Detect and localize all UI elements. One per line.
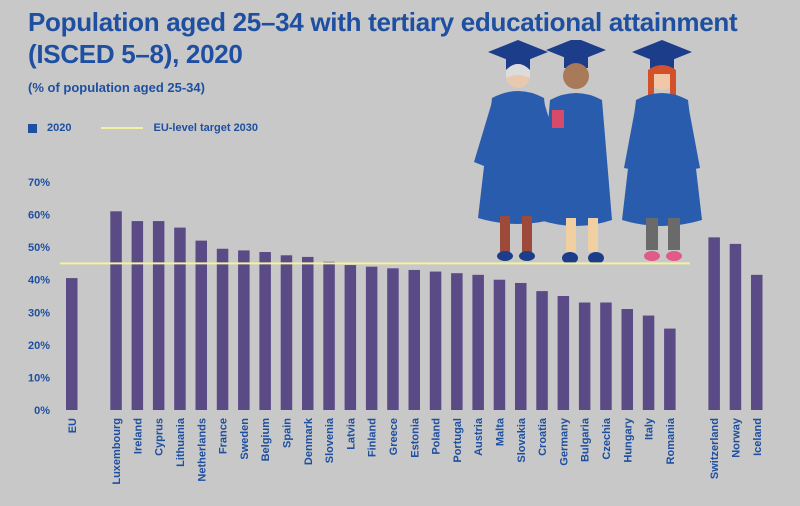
bar-ireland (131, 221, 144, 410)
y-tick-label: 30% (28, 307, 50, 319)
legend-label-2020: 2020 (47, 122, 72, 134)
legend-swatch-2020 (28, 123, 37, 133)
bar-spain (280, 255, 293, 410)
x-tick-label: Belgium (260, 418, 272, 462)
bar-sweden (238, 250, 250, 410)
x-tick-label: Netherlands (196, 418, 208, 482)
bar-poland (429, 271, 442, 410)
bar-croatia (536, 291, 548, 410)
y-tick-label: 20% (28, 340, 50, 352)
x-tick-label: Bulgaria (580, 417, 592, 462)
bar-belgium (259, 252, 271, 410)
bar-italy (642, 315, 655, 410)
x-tick-label: Slovenia (324, 417, 336, 463)
x-tick-label: Malta (494, 417, 506, 446)
x-tick-label: Croatia (537, 417, 549, 456)
bar-switzerland (708, 237, 720, 410)
bar-greece (387, 268, 399, 410)
y-tick-label: 50% (28, 242, 50, 254)
y-tick-label: 10% (28, 372, 50, 384)
graduates-illustration-icon (474, 40, 702, 264)
bar-portugal (451, 273, 463, 410)
graduate-right-icon (622, 40, 702, 261)
y-tick-label: 0% (34, 405, 50, 417)
x-tick-label: Spain (281, 418, 293, 448)
x-tick-label: Greece (388, 418, 400, 455)
chart-title: Population aged 25–34 with tertiary educ… (28, 7, 738, 69)
bar-netherlands (195, 240, 207, 410)
legend: 2020 EU-level target 2030 (28, 120, 258, 136)
x-tick-label: Cyprus (154, 418, 166, 456)
x-tick-label: Portugal (452, 418, 464, 463)
bar-luxembourg (110, 211, 122, 410)
bar-slovenia (323, 261, 335, 410)
x-tick-label: Italy (644, 417, 656, 440)
graduate-middle-icon (540, 40, 612, 264)
x-tick-label: EU (67, 418, 79, 433)
x-tick-label: Norway (730, 417, 742, 458)
y-tick-label: 40% (28, 275, 50, 287)
bar-bulgaria (578, 302, 591, 410)
bar-eu (66, 278, 78, 410)
y-tick-label: 70% (28, 177, 50, 189)
x-tick-label: Sweden (239, 418, 251, 460)
bar-lithuania (174, 227, 186, 410)
x-tick-label: Luxembourg (111, 418, 123, 485)
bar-slovakia (515, 282, 527, 410)
x-tick-label: Iceland (752, 418, 764, 456)
bar-norway (729, 243, 742, 410)
chart-subtitle: (% of population aged 25-34) (28, 80, 205, 95)
legend-label-target: EU-level target 2030 (153, 122, 259, 134)
x-tick-label: Slovakia (516, 417, 528, 463)
x-tick-label: Poland (431, 418, 443, 455)
bar-malta (493, 279, 506, 410)
bar-romania (664, 328, 676, 410)
legend-swatch-target (101, 127, 144, 129)
x-tick-label: Germany (558, 417, 570, 466)
bar-latvia (344, 265, 357, 410)
x-tick-label: Lithuania (175, 417, 187, 467)
y-tick-label: 60% (28, 210, 50, 222)
bar-austria (472, 274, 484, 410)
bar-germany (557, 296, 570, 410)
bar-estonia (408, 269, 420, 410)
bar-iceland (751, 274, 763, 410)
x-tick-label: Ireland (132, 418, 144, 454)
x-tick-label: France (218, 418, 230, 454)
bar-czechia (600, 302, 612, 410)
x-tick-label: Romania (665, 417, 677, 464)
bar-cyprus (152, 221, 165, 410)
bar-finland (365, 266, 378, 410)
x-tick-label: Austria (473, 417, 485, 456)
x-tick-label: Switzerland (709, 418, 721, 479)
x-tick-label: Estonia (409, 417, 421, 458)
bar-denmark (302, 256, 314, 410)
x-tick-label: Czechia (601, 417, 613, 459)
x-tick-label: Hungary (622, 417, 634, 463)
x-tick-label: Finland (367, 418, 379, 457)
x-tick-label: Latvia (345, 417, 357, 450)
bar-hungary (621, 309, 633, 410)
x-tick-label: Denmark (303, 417, 315, 465)
bar-france (216, 248, 229, 410)
